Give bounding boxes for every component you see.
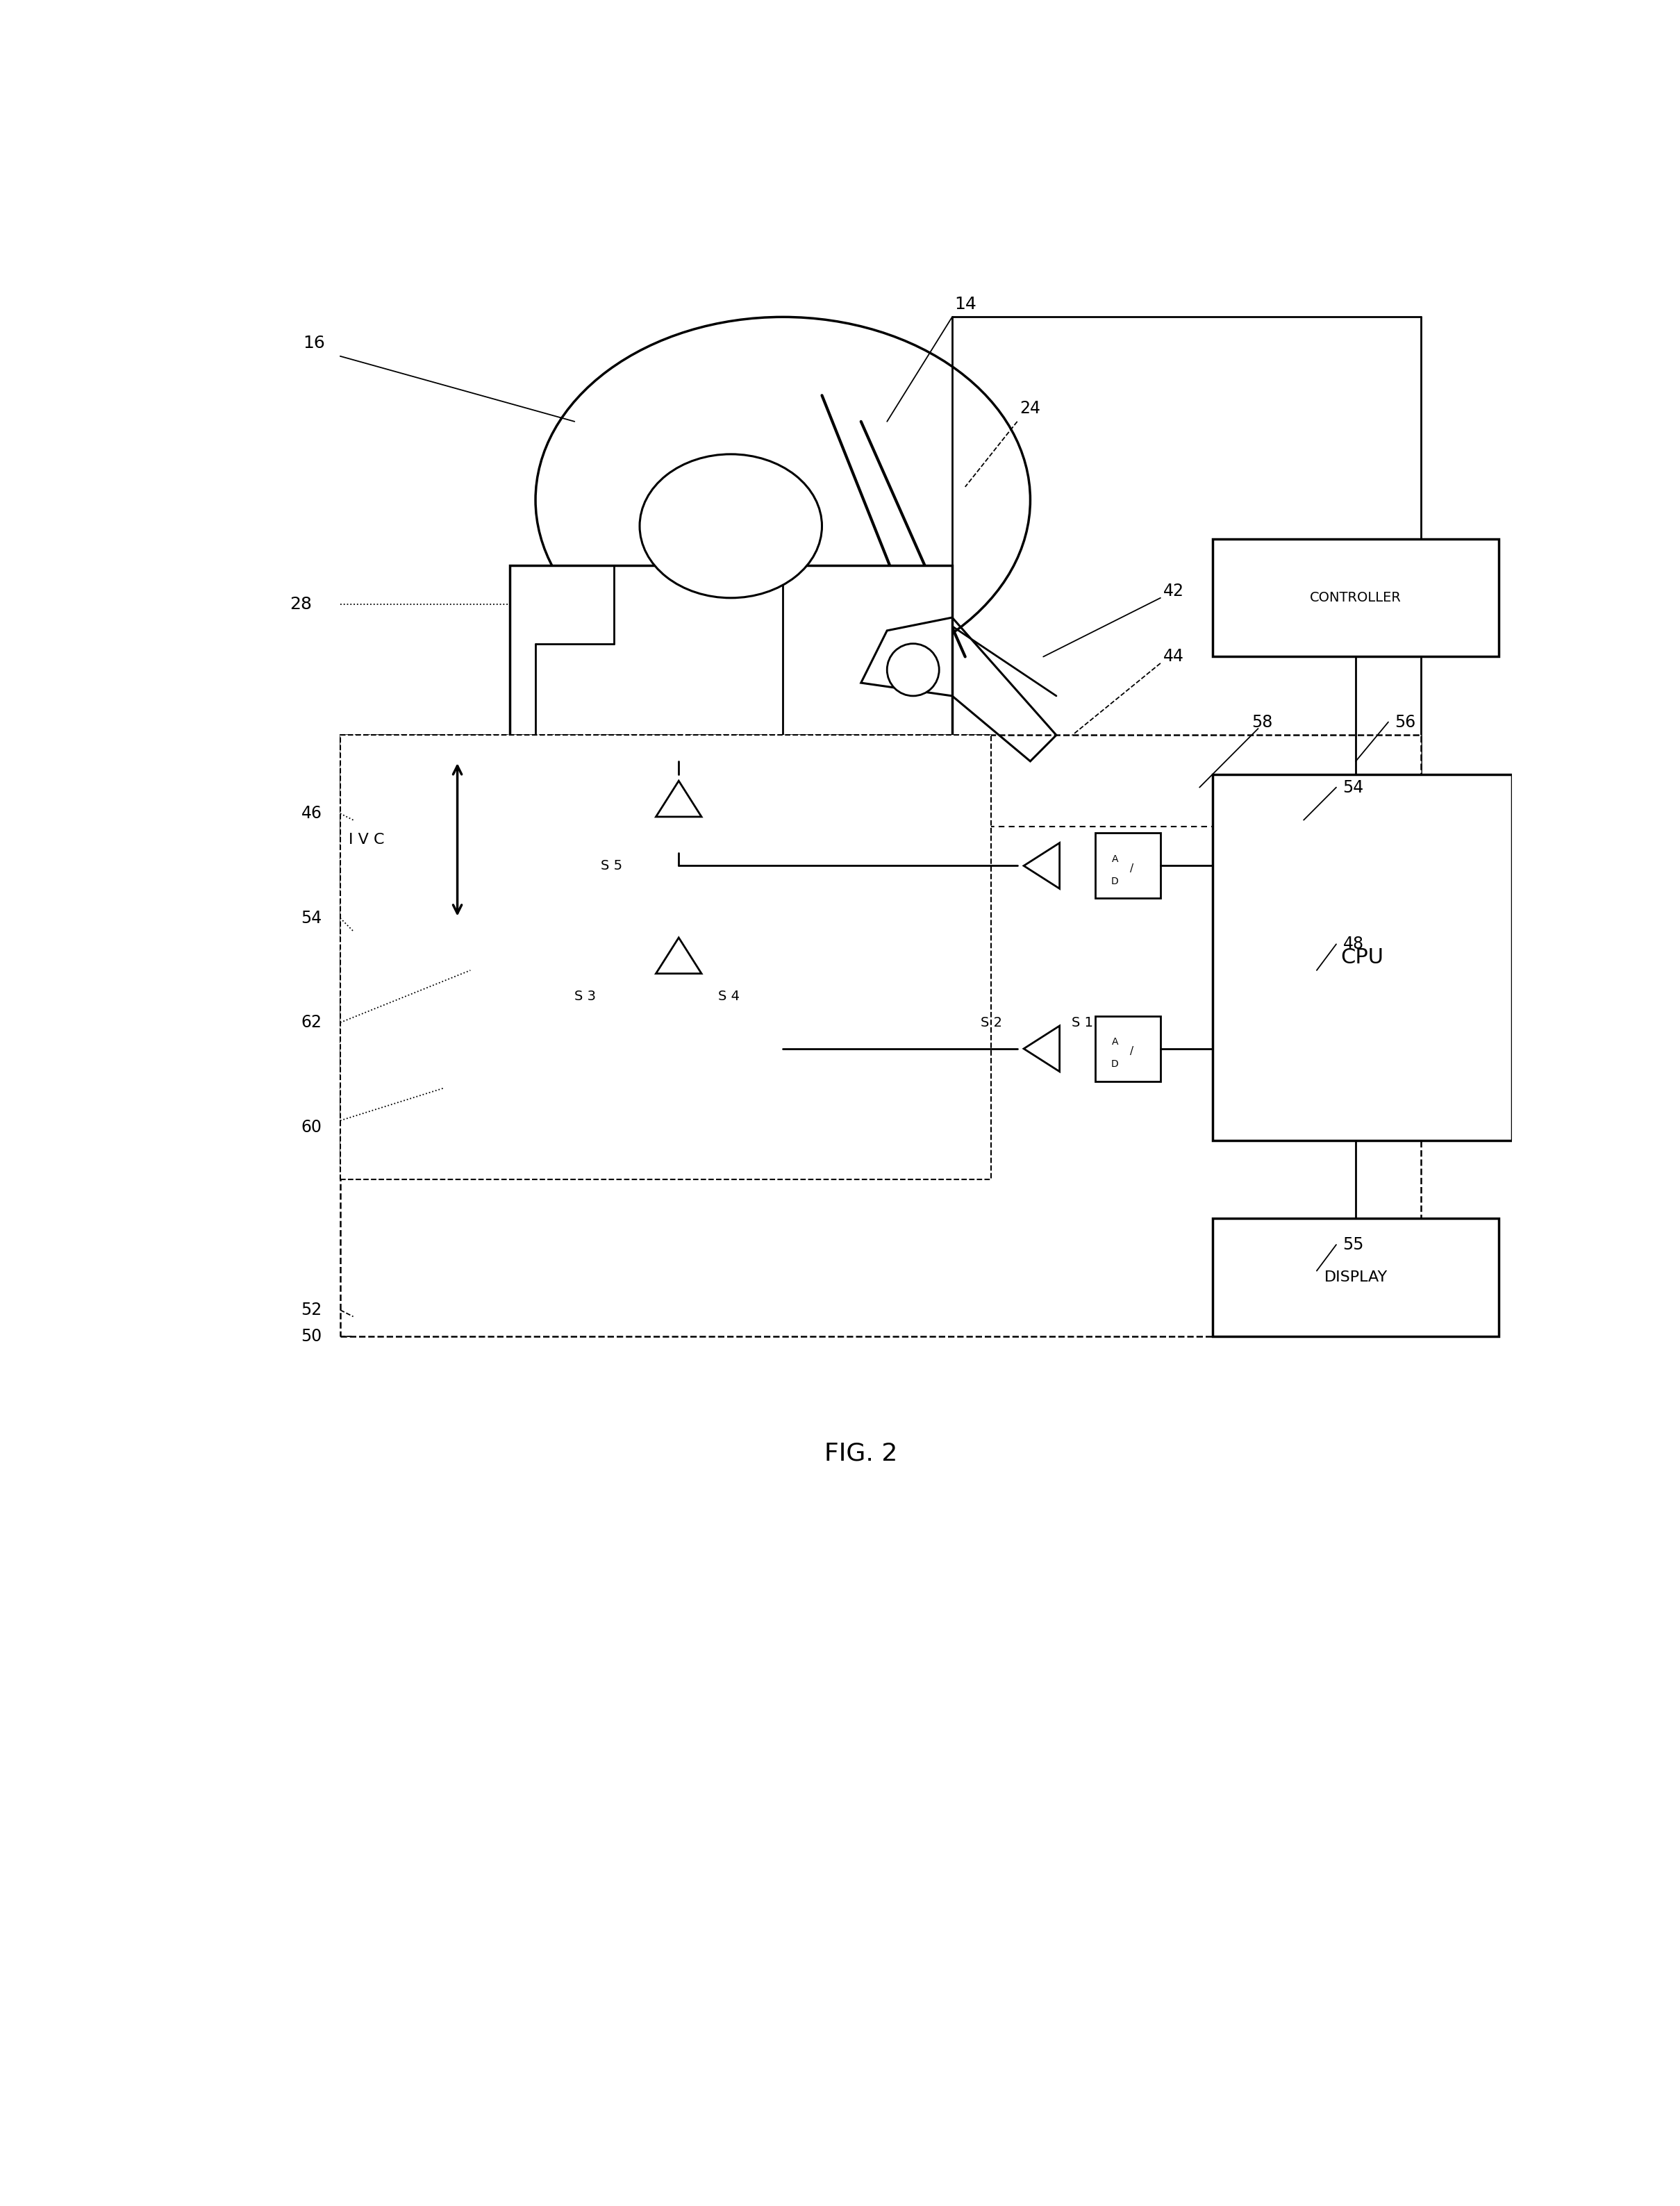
Bar <box>1005 781 1023 801</box>
Text: 42: 42 <box>1163 582 1184 600</box>
Text: 58: 58 <box>1252 715 1273 730</box>
Text: D: D <box>1110 876 1119 887</box>
Text: 16: 16 <box>302 335 326 351</box>
Text: 56: 56 <box>1394 715 1416 730</box>
Text: 50: 50 <box>301 1328 323 1343</box>
Text: S 3: S 3 <box>575 990 596 1004</box>
Text: CPU: CPU <box>1341 946 1384 966</box>
Text: 28: 28 <box>291 596 312 613</box>
Text: 54: 54 <box>301 909 323 927</box>
Bar <box>1213 1218 1499 1337</box>
Text: 24: 24 <box>1020 399 1040 417</box>
Text: I V C: I V C <box>348 832 385 847</box>
Text: 14: 14 <box>954 296 976 313</box>
Bar <box>1213 774 1512 1141</box>
Text: 48: 48 <box>1342 935 1364 953</box>
Circle shape <box>887 644 939 695</box>
Text: S 2: S 2 <box>981 1017 1001 1030</box>
Text: S 4: S 4 <box>717 990 739 1004</box>
Ellipse shape <box>640 454 822 598</box>
Text: FIG. 2: FIG. 2 <box>825 1443 897 1465</box>
Bar <box>1095 1017 1161 1081</box>
Ellipse shape <box>536 318 1030 684</box>
Text: 55: 55 <box>1342 1235 1364 1253</box>
Bar <box>509 565 953 984</box>
Text: 46: 46 <box>301 805 323 823</box>
Text: A: A <box>1112 1037 1119 1048</box>
Text: 44: 44 <box>1163 649 1184 664</box>
Text: 62: 62 <box>301 1015 323 1030</box>
Text: 60: 60 <box>301 1118 323 1136</box>
Text: CONTROLLER: CONTROLLER <box>1310 591 1401 604</box>
Text: S 5: S 5 <box>601 858 622 871</box>
Text: DISPLAY: DISPLAY <box>1324 1271 1388 1284</box>
Text: 54: 54 <box>1342 779 1364 796</box>
Text: S 1: S 1 <box>1072 1017 1094 1030</box>
Text: /: / <box>1131 1046 1134 1057</box>
Bar <box>1213 538 1499 657</box>
Text: A: A <box>1112 854 1119 865</box>
Text: D: D <box>1110 1059 1119 1070</box>
Bar <box>339 735 991 1180</box>
Bar <box>1018 748 1047 774</box>
Text: /: / <box>1131 863 1134 874</box>
Bar <box>339 735 1421 1337</box>
Text: 52: 52 <box>301 1302 323 1319</box>
Bar <box>1095 834 1161 898</box>
